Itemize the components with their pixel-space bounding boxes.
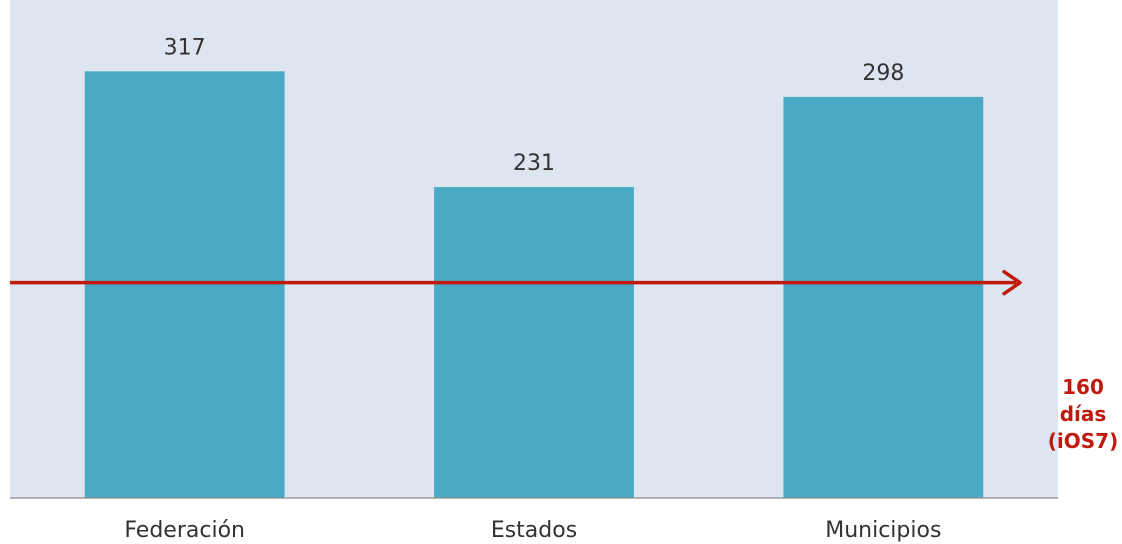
reference-line-label: 160 días (iOS7) xyxy=(1048,375,1118,453)
category-label: Estados xyxy=(491,518,577,543)
category-label: Municipios xyxy=(825,518,941,543)
reference-line-label-line: (iOS7) xyxy=(1048,429,1118,453)
bar-value-label: 317 xyxy=(164,35,206,60)
category-labels: Federación Estados Municipios xyxy=(124,518,941,543)
bar-value-label: 298 xyxy=(862,61,904,86)
bars xyxy=(84,71,984,498)
bar-federacion xyxy=(84,71,285,498)
category-label: Federación xyxy=(124,518,245,543)
reference-line-arrowhead xyxy=(1002,269,1022,296)
bar-estados xyxy=(434,187,634,498)
bar-municipios xyxy=(783,96,984,498)
reference-line-label-line: días xyxy=(1060,402,1107,426)
reference-line-label-line: 160 xyxy=(1062,375,1104,399)
value-labels: 317 231 298 xyxy=(164,35,905,176)
bar-value-label: 231 xyxy=(513,151,555,176)
reference-line xyxy=(10,269,1022,296)
